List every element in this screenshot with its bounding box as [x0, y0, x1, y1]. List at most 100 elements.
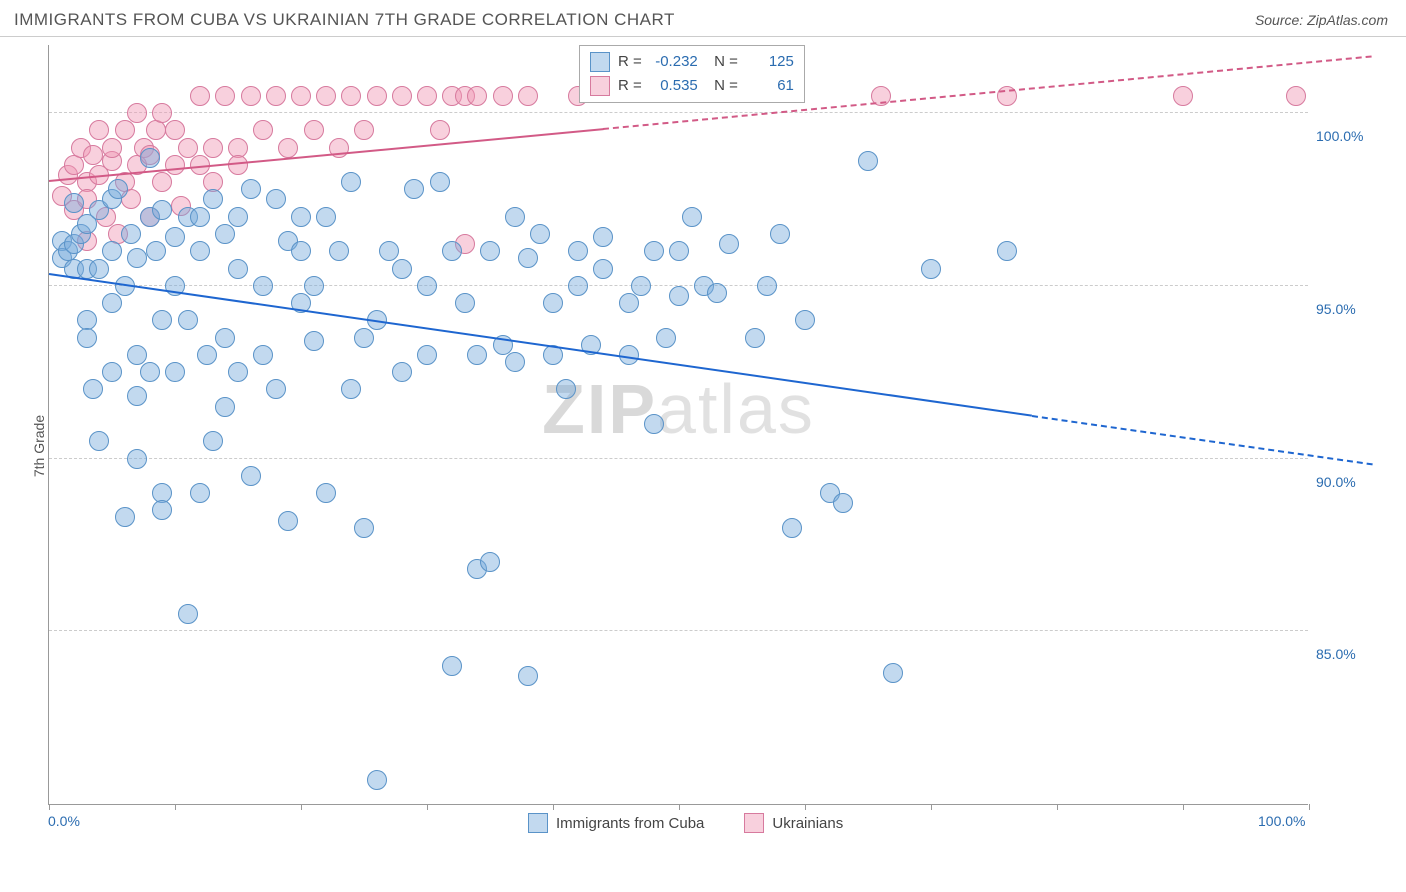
data-point	[197, 345, 217, 365]
data-point	[102, 293, 122, 313]
data-point	[404, 179, 424, 199]
data-point	[121, 224, 141, 244]
data-point	[108, 179, 128, 199]
data-point	[178, 310, 198, 330]
data-point	[127, 103, 147, 123]
data-point	[430, 120, 450, 140]
data-point	[341, 86, 361, 106]
data-point	[530, 224, 550, 244]
bottom-legend-item: Immigrants from Cuba	[528, 813, 704, 833]
data-point	[455, 293, 475, 313]
data-point	[64, 193, 84, 213]
data-point	[795, 310, 815, 330]
watermark: ZIPatlas	[542, 369, 815, 449]
data-point	[568, 276, 588, 296]
data-point	[190, 483, 210, 503]
data-point	[203, 138, 223, 158]
data-point	[165, 362, 185, 382]
data-point	[146, 241, 166, 261]
stat-r-value: 0.535	[650, 74, 698, 98]
data-point	[745, 328, 765, 348]
x-tick-mark	[1057, 804, 1058, 810]
data-point	[304, 120, 324, 140]
data-point	[115, 120, 135, 140]
data-point	[152, 200, 172, 220]
chart-title: IMMIGRANTS FROM CUBA VS UKRAINIAN 7TH GR…	[14, 10, 675, 30]
x-tick-mark	[301, 804, 302, 810]
data-point	[480, 241, 500, 261]
data-point	[316, 483, 336, 503]
data-point	[190, 241, 210, 261]
data-point	[480, 552, 500, 572]
y-tick-label: 90.0%	[1316, 474, 1356, 490]
data-point	[241, 179, 261, 199]
chart-area: ZIPatlas R = -0.232 N = 125R = 0.535 N =…	[48, 45, 1384, 835]
data-point	[190, 86, 210, 106]
chart-source: Source: ZipAtlas.com	[1255, 12, 1388, 28]
data-point	[1173, 86, 1193, 106]
data-point	[203, 189, 223, 209]
gridline-h	[49, 112, 1308, 113]
data-point	[102, 138, 122, 158]
data-point	[417, 276, 437, 296]
legend-label: Ukrainians	[772, 815, 843, 832]
data-point	[140, 362, 160, 382]
plot-region: ZIPatlas R = -0.232 N = 125R = 0.535 N =…	[48, 45, 1308, 805]
x-tick-mark	[931, 804, 932, 810]
data-point	[266, 379, 286, 399]
data-point	[140, 148, 160, 168]
data-point	[278, 138, 298, 158]
bottom-legend-item: Ukrainians	[744, 813, 843, 833]
data-point	[833, 493, 853, 513]
data-point	[152, 172, 172, 192]
data-point	[379, 241, 399, 261]
data-point	[543, 293, 563, 313]
data-point	[329, 241, 349, 261]
stats-legend-row: R = -0.232 N = 125	[590, 50, 794, 74]
chart-header: IMMIGRANTS FROM CUBA VS UKRAINIAN 7TH GR…	[0, 0, 1406, 37]
x-tick-mark	[427, 804, 428, 810]
data-point	[392, 86, 412, 106]
data-point	[64, 155, 84, 175]
data-point	[707, 283, 727, 303]
data-point	[392, 362, 412, 382]
legend-swatch	[528, 813, 548, 833]
data-point	[266, 86, 286, 106]
data-point	[619, 293, 639, 313]
x-tick-mark	[175, 804, 176, 810]
data-point	[719, 234, 739, 254]
data-point	[518, 86, 538, 106]
trend-line	[49, 273, 1032, 417]
data-point	[215, 224, 235, 244]
data-point	[89, 431, 109, 451]
data-point	[467, 345, 487, 365]
data-point	[146, 120, 166, 140]
data-point	[593, 259, 613, 279]
data-point	[215, 328, 235, 348]
gridline-h	[49, 458, 1308, 459]
data-point	[757, 276, 777, 296]
data-point	[127, 449, 147, 469]
data-point	[467, 86, 487, 106]
x-tick-mark	[1183, 804, 1184, 810]
data-point	[858, 151, 878, 171]
stat-n-label: N =	[706, 74, 738, 98]
data-point	[316, 207, 336, 227]
data-point	[518, 666, 538, 686]
y-tick-label: 85.0%	[1316, 646, 1356, 662]
data-point	[442, 656, 462, 676]
data-point	[253, 345, 273, 365]
data-point	[291, 207, 311, 227]
data-point	[241, 466, 261, 486]
x-tick-mark	[1309, 804, 1310, 810]
data-point	[77, 328, 97, 348]
data-point	[568, 241, 588, 261]
data-point	[152, 103, 172, 123]
data-point	[417, 86, 437, 106]
data-point	[1286, 86, 1306, 106]
data-point	[165, 120, 185, 140]
data-point	[152, 500, 172, 520]
legend-swatch	[744, 813, 764, 833]
data-point	[669, 241, 689, 261]
data-point	[115, 507, 135, 527]
